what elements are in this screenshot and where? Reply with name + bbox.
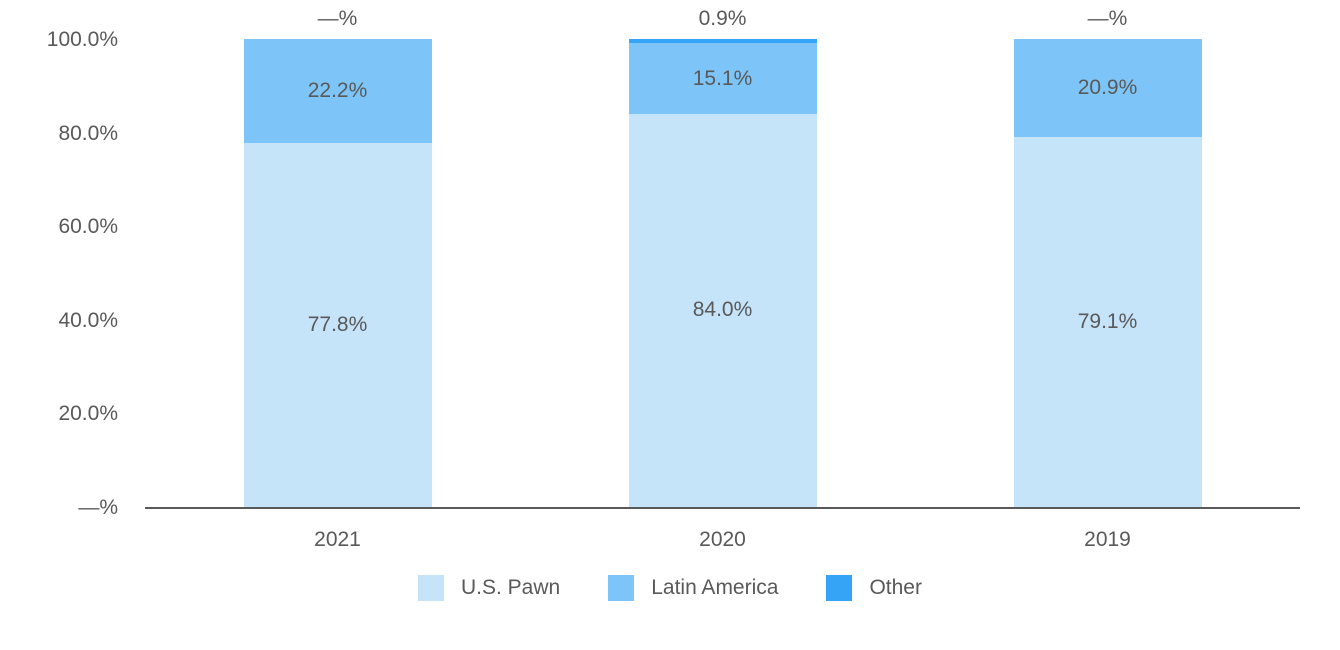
bar-segment-u-s-pawn-2021	[243, 142, 432, 507]
x-category-label: 2019	[1084, 528, 1131, 551]
bar-segment-u-s-pawn-2020	[628, 113, 817, 507]
y-tick-label: 20.0%	[58, 402, 118, 426]
x-category-label: 2020	[699, 528, 746, 551]
bar-segment-other-2020	[628, 39, 817, 44]
x-axis-line	[145, 507, 1300, 509]
y-tick-label: —%	[78, 496, 118, 519]
legend: U.S. Pawn Latin America Other	[0, 575, 1340, 601]
y-tick-label: 40.0%	[58, 308, 118, 332]
y-axis: —% 20.0% 40.0% 60.0% 80.0% 100.0%	[0, 0, 118, 650]
legend-label: Other	[869, 576, 922, 599]
bar-segment-latin-america-2020	[628, 43, 817, 114]
bar-top-label: —%	[1087, 7, 1128, 30]
legend-label: U.S. Pawn	[461, 576, 561, 599]
bar-top-label: —%	[317, 7, 358, 30]
segment-value-label: 20.9%	[1077, 75, 1138, 99]
legend-swatch	[418, 575, 444, 601]
y-tick-label: 100.0%	[46, 28, 118, 51]
segment-value-label: 79.1%	[1077, 309, 1138, 333]
x-category-label: 2021	[314, 528, 361, 551]
legend-item-other: Other	[826, 575, 922, 601]
segment-value-label: 15.1%	[692, 66, 753, 90]
segment-value-label: 84.0%	[692, 298, 753, 322]
y-tick-label: 60.0%	[58, 215, 118, 239]
segment-value-label: 77.8%	[307, 312, 368, 336]
bar-top-label: 0.9%	[698, 7, 747, 30]
bar-segment-u-s-pawn-2019	[1013, 136, 1202, 507]
y-tick-label: 80.0%	[58, 121, 118, 145]
legend-item-u-s-pawn: U.S. Pawn	[418, 575, 560, 601]
legend-swatch	[608, 575, 635, 601]
bar-segment-latin-america-2021	[243, 39, 432, 143]
bar-segment-latin-america-2019	[1013, 39, 1202, 137]
legend-label: Latin America	[651, 576, 779, 599]
segment-value-label: 22.2%	[307, 78, 368, 102]
legend-item-latin-america: Latin America	[608, 575, 778, 601]
legend-swatch	[826, 575, 853, 601]
